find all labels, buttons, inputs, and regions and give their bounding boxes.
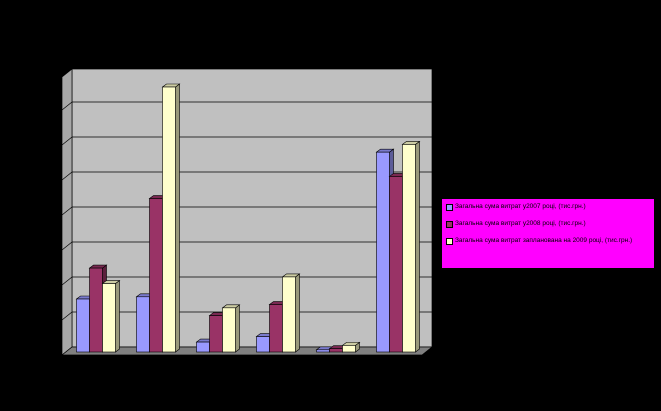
legend-item-2007: Загальна сума витрат у2007 році, (тис.гр… <box>446 203 650 211</box>
legend-label-2009: Загальна сума витрат запланована на 2009… <box>455 237 633 244</box>
gridline-side <box>61 206 73 216</box>
bar <box>209 315 223 353</box>
bar <box>376 151 390 353</box>
gridline-side <box>61 241 73 251</box>
legend: Загальна сума витрат у2007 році, (тис.гр… <box>441 198 655 269</box>
legend-swatch-2007 <box>446 204 453 211</box>
gridline-side <box>61 311 73 321</box>
bar <box>342 345 356 353</box>
bar-side <box>415 140 420 353</box>
gridline-side <box>61 171 73 181</box>
bar <box>222 307 236 353</box>
gridline-side <box>61 276 73 286</box>
legend-label-2008: Загальна сума витрат у2008 році, (тис.гр… <box>455 220 586 227</box>
plot-area <box>61 68 433 356</box>
legend-item-2008: Загальна сума витрат у2008 році, (тис.гр… <box>446 220 650 228</box>
bar <box>149 198 163 353</box>
bar <box>269 304 283 353</box>
side-wall <box>61 68 73 356</box>
bar-side <box>235 304 240 353</box>
bar <box>136 296 150 353</box>
bar <box>256 336 270 353</box>
bar <box>316 349 330 353</box>
bar <box>102 283 116 353</box>
gridline-side <box>61 136 73 146</box>
bar <box>76 298 90 353</box>
bar-side <box>295 273 300 353</box>
bar <box>162 86 176 353</box>
bar <box>196 341 210 353</box>
bar <box>282 276 296 353</box>
legend-swatch-2008 <box>446 221 453 228</box>
back-wall <box>71 68 433 348</box>
legend-item-2009: Загальна сума витрат запланована на 2009… <box>446 237 650 245</box>
legend-label-2007: Загальна сума витрат у2007 році, (тис.гр… <box>455 203 586 210</box>
bar <box>329 348 343 353</box>
gridline-side <box>61 101 73 111</box>
bar <box>402 144 416 353</box>
bar-side <box>115 279 120 353</box>
legend-swatch-2009 <box>446 238 453 245</box>
bar <box>389 176 403 353</box>
bar <box>89 267 103 353</box>
bar-side <box>175 83 180 353</box>
